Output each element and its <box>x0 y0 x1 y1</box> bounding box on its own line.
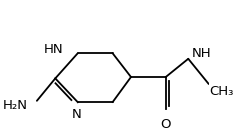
Text: O: O <box>161 118 171 131</box>
Text: NH: NH <box>191 47 211 60</box>
Text: H₂N: H₂N <box>3 99 28 112</box>
Text: HN: HN <box>44 43 63 55</box>
Text: N: N <box>72 108 82 121</box>
Text: CH₃: CH₃ <box>210 85 234 97</box>
